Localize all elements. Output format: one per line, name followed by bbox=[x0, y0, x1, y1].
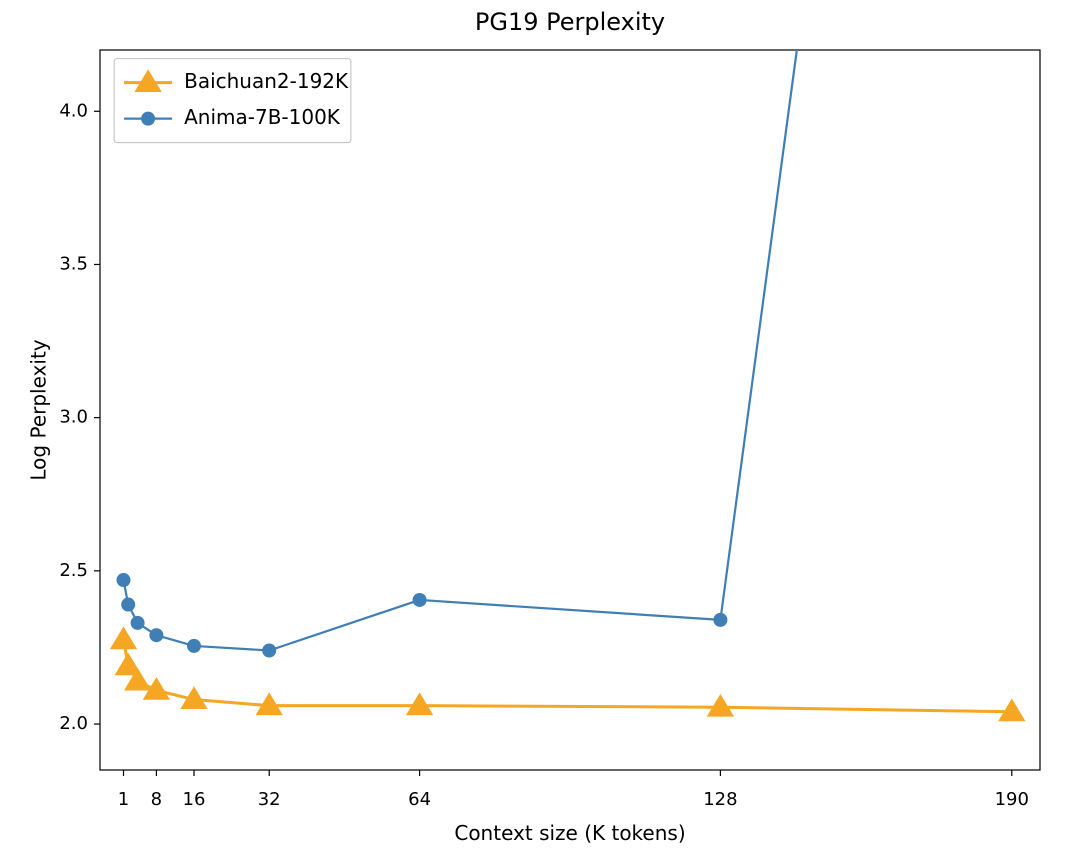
x-tick-label: 1 bbox=[118, 789, 129, 810]
legend-label: Baichuan2-192K bbox=[184, 69, 349, 93]
line-chart: PG19 Perplexity 1 8 16 32 64 128 190 Context siz… bbox=[0, 0, 1080, 863]
y-axis-label: Log Perplexity bbox=[27, 339, 51, 480]
x-tick-label: 16 bbox=[183, 789, 206, 810]
x-tick-label: 32 bbox=[258, 789, 281, 810]
y-tick-label: 4.0 bbox=[59, 100, 88, 121]
y-tick-label: 3.0 bbox=[59, 407, 88, 428]
x-tick-label: 128 bbox=[703, 789, 737, 810]
x-tick-label: 64 bbox=[408, 789, 431, 810]
x-axis-label: Context size (K tokens) bbox=[454, 821, 685, 845]
y-tick-label: 2.5 bbox=[59, 560, 88, 581]
y-tick-label: 3.5 bbox=[59, 253, 88, 274]
legend-label: Anima-7B-100K bbox=[184, 105, 341, 129]
y-tick-label: 2.0 bbox=[59, 713, 88, 734]
legend: Baichuan2-192K Anima-7B-100K bbox=[114, 59, 351, 143]
x-tick-label: 8 bbox=[151, 789, 162, 810]
x-tick-label: 190 bbox=[995, 789, 1029, 810]
chart-container: PG19 Perplexity 1 8 16 32 64 128 190 Context siz… bbox=[0, 0, 1080, 863]
chart-title: PG19 Perplexity bbox=[475, 8, 665, 36]
